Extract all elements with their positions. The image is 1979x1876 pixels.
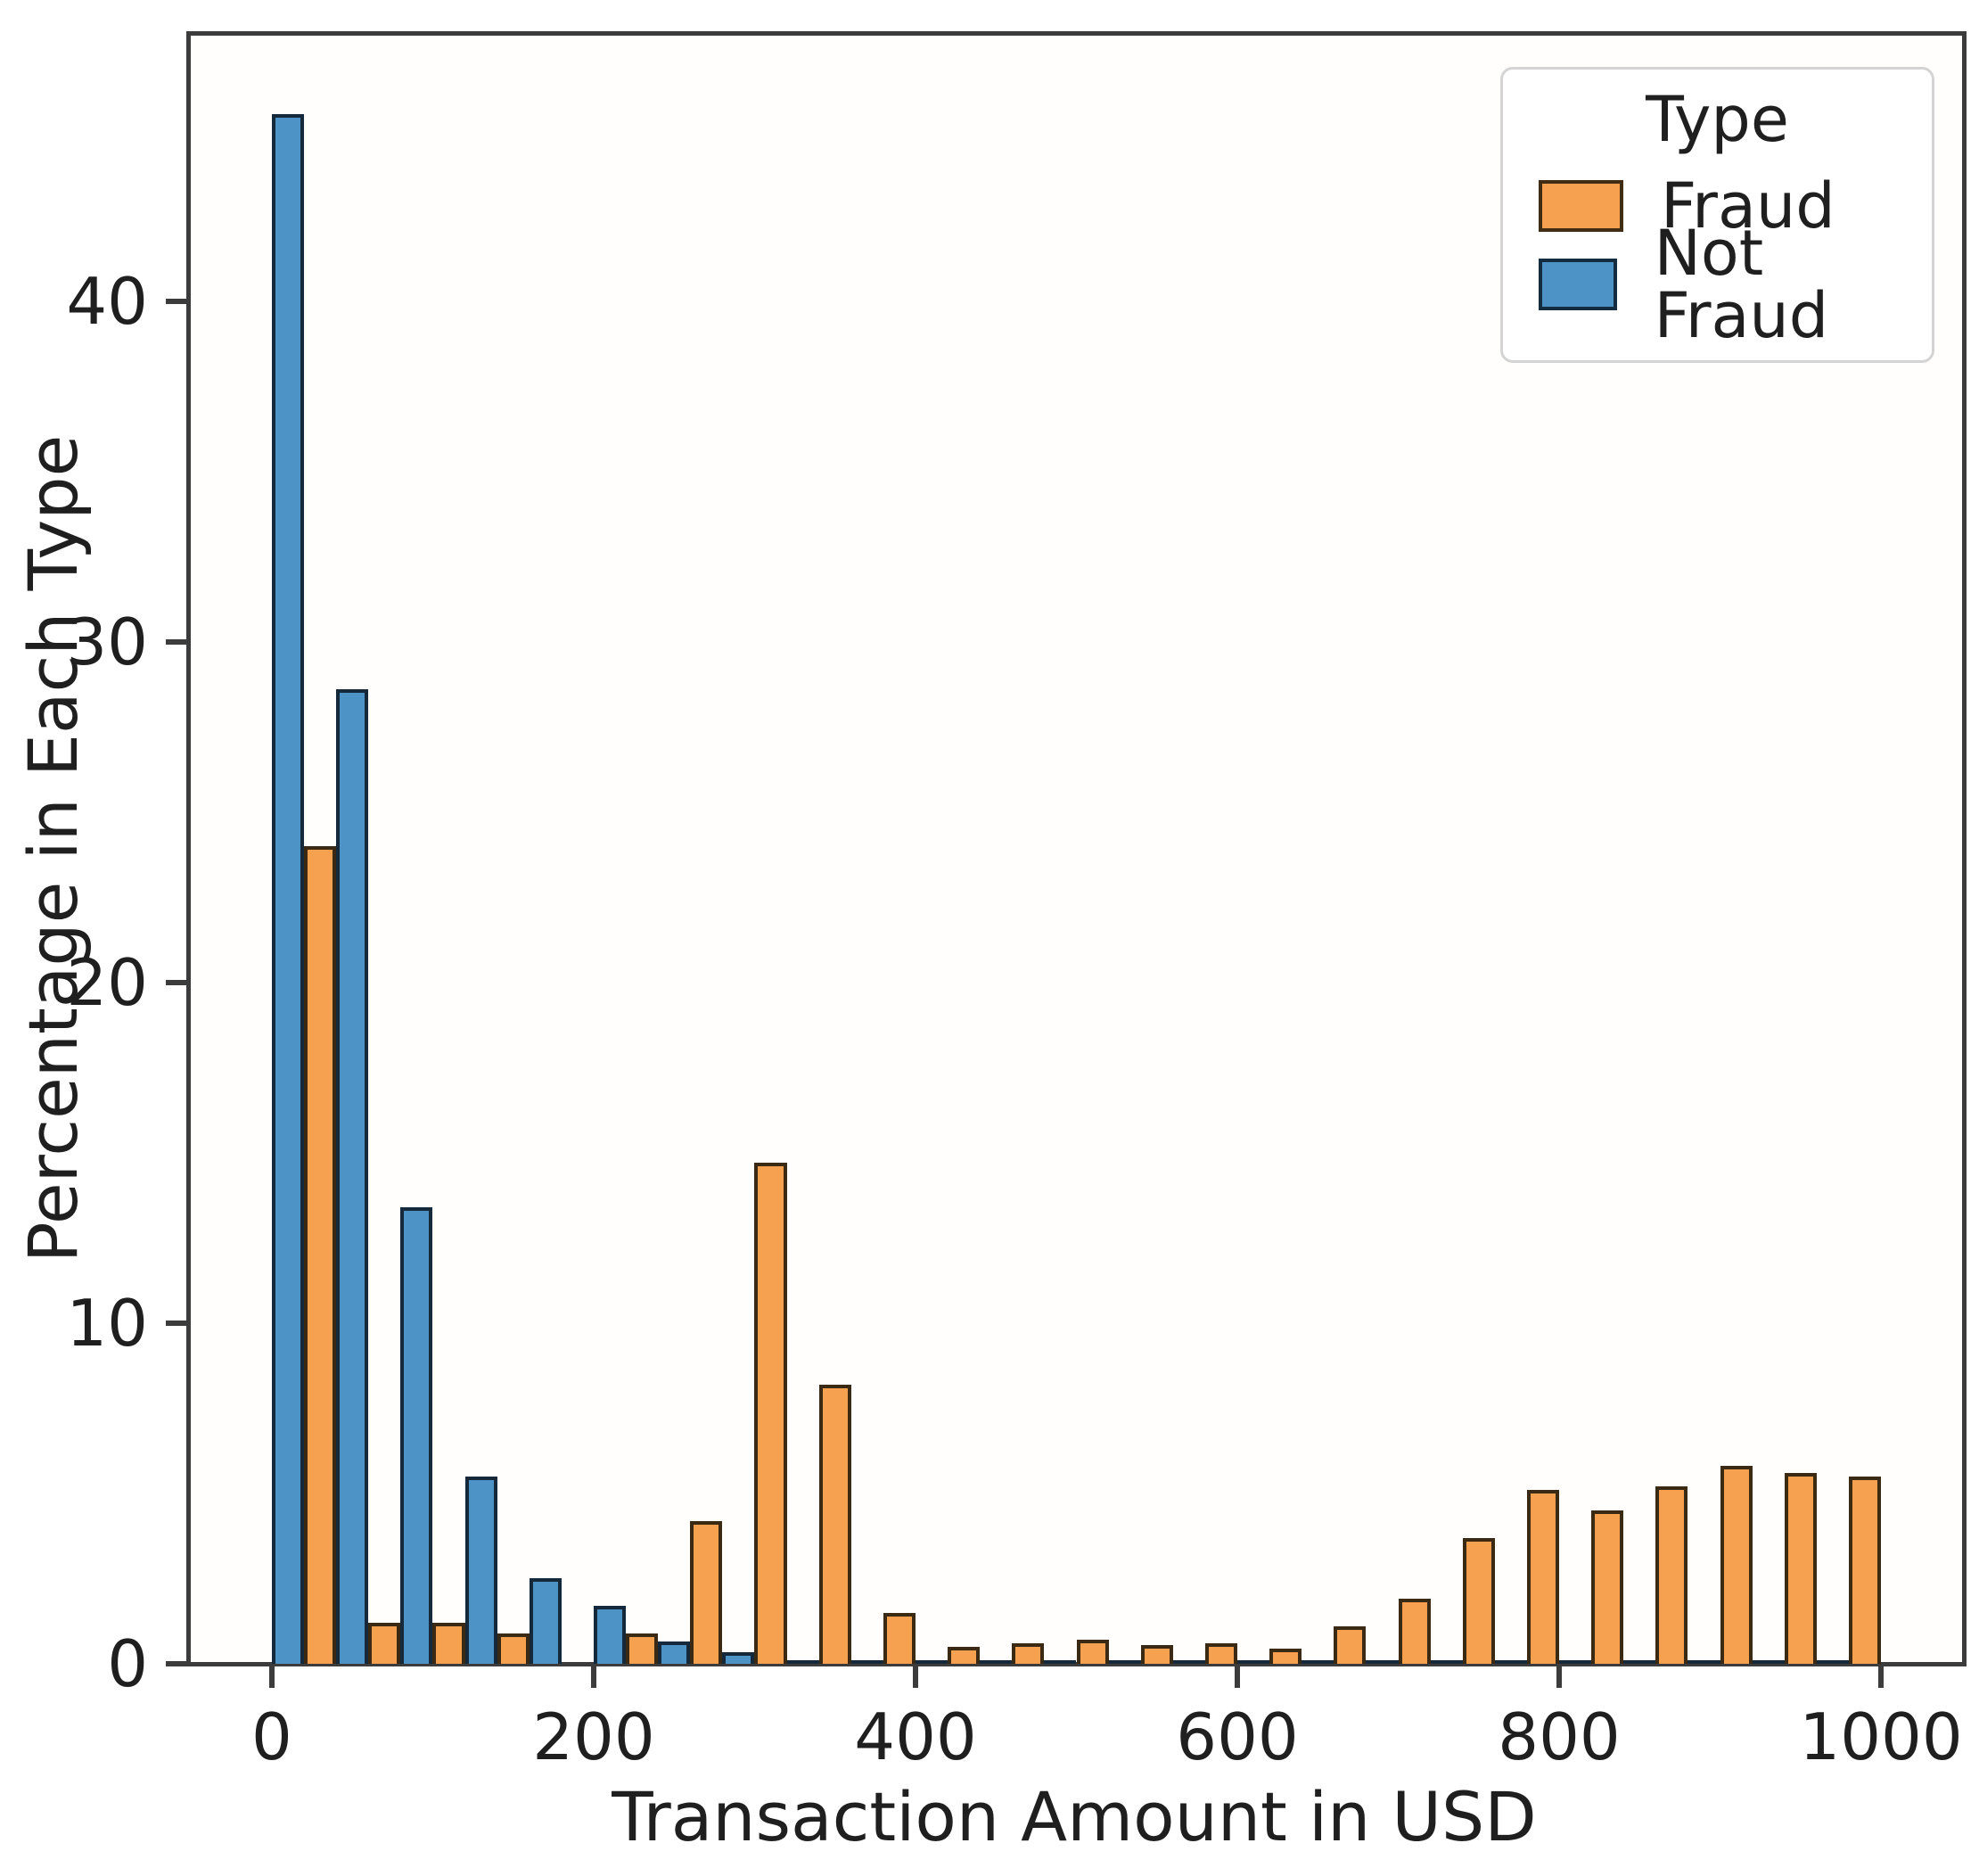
bar-not-fraud: [1752, 1660, 1785, 1664]
bar-not-fraud: [722, 1651, 755, 1664]
bar-not-fraud: [1044, 1660, 1077, 1664]
bar-not-fraud: [1302, 1660, 1334, 1664]
x-tick-label: 200: [532, 1699, 655, 1774]
y-tick: [166, 638, 187, 645]
x-tick: [590, 1666, 596, 1688]
bar-not-fraud: [980, 1660, 1013, 1664]
legend-label-fraud: Fraud: [1661, 169, 1835, 243]
legend-entry-fraud: Fraud: [1539, 175, 1932, 237]
bar-fraud: [497, 1633, 530, 1664]
bar-fraud: [948, 1646, 981, 1664]
bar-not-fraud: [593, 1606, 627, 1664]
bar-fraud: [1334, 1625, 1367, 1664]
not-fraud-swatch-icon: [1539, 259, 1617, 310]
bar-not-fraud: [915, 1660, 948, 1664]
y-tick-label: 30: [66, 604, 148, 679]
bar-fraud: [818, 1384, 851, 1664]
bar-not-fraud: [1237, 1660, 1270, 1664]
bar-fraud: [883, 1612, 916, 1664]
bar-fraud: [690, 1520, 723, 1664]
bar-fraud: [1526, 1490, 1559, 1664]
bar-fraud: [1784, 1473, 1817, 1664]
x-tick-label: 600: [1176, 1699, 1299, 1774]
y-tick-label: 40: [66, 263, 148, 339]
bar-not-fraud: [336, 689, 369, 1664]
bar-fraud: [1462, 1537, 1495, 1664]
bar-not-fraud: [1494, 1660, 1527, 1664]
bar-fraud: [1398, 1599, 1431, 1664]
bar-not-fraud: [850, 1660, 883, 1664]
bar-fraud: [1076, 1640, 1109, 1664]
y-tick-label: 0: [107, 1626, 148, 1701]
y-tick: [166, 298, 187, 304]
bar-fraud: [1012, 1643, 1045, 1664]
bar-not-fraud: [1430, 1660, 1463, 1664]
bar-fraud: [1655, 1486, 1688, 1664]
x-tick: [1878, 1666, 1885, 1688]
y-tick: [166, 1320, 187, 1326]
bar-fraud: [1848, 1476, 1882, 1664]
x-axis-label: Transaction Amount in USD: [612, 1777, 1537, 1856]
legend-label-not-fraud: Not Fraud: [1654, 217, 1829, 352]
bar-fraud: [368, 1623, 401, 1664]
bar-not-fraud: [1687, 1660, 1720, 1664]
bar-not-fraud: [786, 1660, 819, 1664]
x-tick-label: 0: [251, 1699, 292, 1774]
y-tick: [166, 979, 187, 985]
legend: Type Fraud Not Fraud: [1500, 67, 1934, 363]
x-tick: [1556, 1666, 1563, 1688]
bar-not-fraud: [1559, 1660, 1592, 1664]
bar-fraud: [1204, 1643, 1237, 1664]
bar-not-fraud: [271, 113, 305, 1664]
x-tick: [912, 1666, 918, 1688]
x-tick-label: 400: [854, 1699, 977, 1774]
bar-not-fraud: [1172, 1660, 1205, 1664]
y-tick-label: 10: [66, 1285, 148, 1361]
bar-not-fraud: [400, 1207, 433, 1664]
legend-entry-not-fraud: Not Fraud: [1539, 222, 1932, 347]
legend-title: Type: [1646, 83, 1789, 156]
y-tick: [166, 1661, 187, 1666]
bar-fraud: [754, 1163, 787, 1664]
y-axis-label: Percentage in Each Type: [13, 434, 93, 1263]
x-tick: [268, 1666, 275, 1688]
y-tick-label: 20: [66, 944, 148, 1020]
bar-not-fraud: [1623, 1660, 1656, 1664]
bar-fraud: [1269, 1648, 1302, 1664]
fraud-swatch-icon: [1539, 180, 1623, 232]
bar-fraud: [304, 846, 337, 1664]
x-tick-label: 1000: [1799, 1699, 1963, 1774]
bar-not-fraud: [464, 1476, 497, 1664]
bar-not-fraud: [1816, 1660, 1849, 1664]
x-tick-label: 800: [1498, 1699, 1621, 1774]
bar-fraud: [432, 1623, 465, 1664]
bar-not-fraud: [529, 1578, 562, 1664]
bar-fraud: [1140, 1644, 1173, 1664]
bar-not-fraud: [1366, 1660, 1399, 1664]
x-tick: [1235, 1666, 1240, 1688]
bar-fraud: [626, 1633, 659, 1664]
bar-fraud: [1591, 1510, 1624, 1664]
bar-not-fraud: [1108, 1660, 1141, 1664]
bar-fraud: [1720, 1466, 1753, 1664]
bar-not-fraud: [658, 1642, 691, 1664]
